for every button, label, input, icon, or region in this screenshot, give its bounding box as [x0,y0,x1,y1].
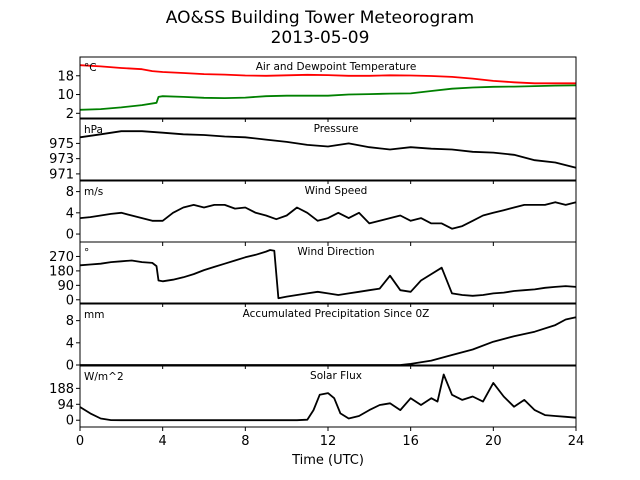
series-line-0-1 [79,84,577,111]
y-tick-label-4: 8 [66,314,74,329]
panel-unit-2: m/s [84,186,103,198]
y-tick-label-2: 8 [66,185,74,200]
y-tick-label-5: 188 [49,382,74,397]
y-tick-label-2: 0 [66,228,74,243]
series-line-1-0 [79,130,577,169]
y-tick-label-0: 10 [57,88,74,103]
panel-name-5: Solar Flux [310,370,362,382]
y-tick-label-0: 2 [66,107,74,122]
panel-name-4: Accumulated Precipitation Since 0Z [243,308,430,320]
y-tick-label-3: 0 [66,293,74,308]
panel-name-3: Wind Direction [297,246,374,258]
x-tick-label: 24 [568,434,585,449]
panel-unit-0: °C [84,62,97,74]
y-tick-label-2: 4 [66,206,74,221]
y-tick-label-5: 0 [66,414,74,429]
y-tick-label-1: 971 [49,167,74,182]
panel-name-2: Wind Speed [305,185,368,197]
y-tick-label-0: 18 [57,69,74,84]
x-tick-label: 0 [76,434,84,449]
chart-title: AO&SS Building Tower Meteorogram [165,8,475,28]
series-line-0-0 [79,64,576,85]
x-tick-label: 4 [159,434,167,449]
series-line-5-0 [79,373,577,422]
y-tick-label-3: 270 [49,250,74,265]
y-tick-label-3: 90 [57,279,74,294]
x-tick-label: 12 [320,434,337,449]
x-tick-label: 16 [402,434,419,449]
panel-unit-1: hPa [84,124,103,136]
series-line-2-0 [79,201,577,230]
panel-unit-4: mm [84,309,104,321]
panel-name-1: Pressure [314,123,359,135]
series-line-4-0 [80,316,577,366]
y-tick-label-4: 4 [66,336,74,351]
chart-subtitle: 2013-05-09 [270,28,370,48]
x-axis-label: Time (UTC) [291,453,364,468]
y-tick-label-4: 0 [66,359,74,374]
panel-unit-3: ° [84,247,89,259]
panel-name-0: Air and Dewpoint Temperature [256,61,417,73]
panel-unit-5: W/m^2 [84,371,124,383]
series-line-3-0 [79,249,577,300]
y-tick-label-3: 180 [49,264,74,279]
y-tick-label-5: 94 [57,398,74,413]
x-tick-label: 20 [485,434,502,449]
y-tick-label-1: 975 [49,137,74,152]
y-tick-label-1: 973 [49,152,74,167]
x-tick-label: 8 [241,434,249,449]
